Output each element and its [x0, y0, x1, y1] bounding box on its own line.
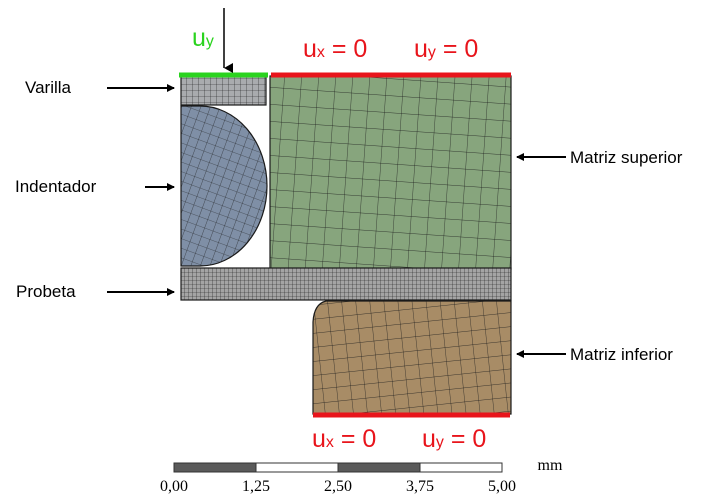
label-matriz-inferior: Matriz inferior — [570, 345, 673, 364]
matriz-superior-part — [269, 75, 512, 270]
scale-tick-3: 3,75 — [406, 478, 434, 495]
indentador-part — [180, 105, 268, 267]
scale-unit: mm — [537, 457, 563, 474]
scale-tick-4: 5,00 — [488, 478, 516, 495]
varilla-part — [180, 75, 267, 106]
scale-bar — [173, 462, 503, 473]
label-varilla: Varilla — [25, 78, 71, 97]
fixed-bc-uy-bottom: uy = 0 — [422, 425, 487, 453]
scale-tick-2: 2,50 — [324, 478, 352, 495]
probeta-part — [180, 267, 512, 301]
label-indentador: Indentador — [15, 177, 97, 196]
scale-tick-1: 1,25 — [242, 478, 270, 495]
scale-tick-0: 0,00 — [160, 478, 188, 495]
load-bc-label: uy — [192, 24, 214, 52]
label-matriz-superior: Matriz superior — [570, 148, 683, 167]
matriz-inferior-part — [312, 300, 512, 415]
fixed-bc-ux-bottom: ux = 0 — [312, 425, 377, 453]
fixed-bc-uy-top: uy = 0 — [414, 35, 479, 63]
label-probeta: Probeta — [16, 282, 76, 301]
fixed-bc-ux-top: ux = 0 — [303, 35, 368, 63]
